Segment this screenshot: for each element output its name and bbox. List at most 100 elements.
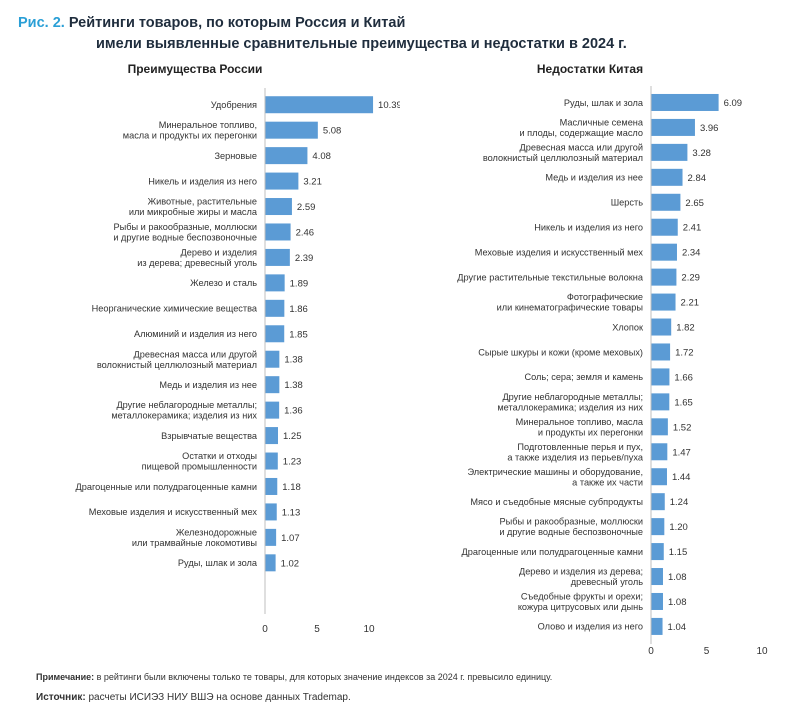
- category-label-line: Соль; сера; земля и камень: [524, 372, 643, 382]
- category-label-line: волокнистый целлюлозный материал: [483, 153, 643, 163]
- category-label-line: Никель и изделия из него: [534, 223, 643, 233]
- category-label: Другие растительные текстильные волокна: [457, 272, 644, 282]
- category-label-line: Драгоценные или полудрагоценные камни: [462, 547, 643, 557]
- footer-note: Примечание: в рейтинги были включены тол…: [36, 672, 552, 682]
- category-label-line: Электрические машины и оборудование,: [468, 467, 644, 477]
- data-label: 2.21: [681, 298, 700, 309]
- category-label: Меховые изделия и искусственный мех: [475, 247, 644, 257]
- bar: [651, 168, 683, 186]
- figure-title-line2: имели выявленные сравнительные преимущес…: [96, 36, 627, 52]
- category-label-line: Руды, шлак и зола: [564, 98, 644, 108]
- bar: [651, 543, 664, 561]
- data-label: 5.08: [323, 126, 342, 137]
- category-label-line: масла и продукты их перегонки: [123, 131, 257, 141]
- figure-title-line1: Рейтинги товаров, по которым Россия и Ки…: [68, 15, 406, 31]
- x-tick-label: 0: [648, 646, 654, 657]
- data-label: 1.65: [674, 397, 693, 408]
- category-label-line: Медь и изделия из нее: [545, 173, 643, 183]
- bar: [265, 223, 291, 241]
- category-label: Рыбы и ракообразные, моллюски и другие во…: [113, 222, 257, 243]
- bar: [651, 568, 663, 586]
- category-label-line: Драгоценные или полудрагоценные камни: [76, 482, 257, 492]
- data-label: 1.36: [284, 406, 303, 417]
- bar: [265, 198, 292, 216]
- category-label: Съедобные фрукты и орехи; кожура цитрусов…: [518, 592, 643, 613]
- data-label: 1.44: [672, 472, 691, 483]
- bar: [651, 493, 665, 511]
- data-label: 1.13: [282, 507, 301, 518]
- bar: [651, 368, 670, 386]
- category-label: Древесная масса или другой волокнистый це…: [483, 142, 643, 163]
- category-label: Минеральное топливо, масла и продукты их …: [516, 417, 644, 438]
- x-tick-label: 5: [314, 624, 320, 635]
- footer-source: Источник: расчеты ИСИЭЗ НИУ ВШЭ на основ…: [36, 692, 351, 703]
- bar: [265, 477, 278, 495]
- data-label: 1.66: [674, 372, 693, 383]
- category-label-line: Меховые изделия и искусственный мех: [89, 507, 258, 517]
- category-label-line: Взрывчатые вещества: [161, 431, 258, 441]
- bar: [651, 418, 668, 436]
- category-label-line: Другие растительные текстильные волокна: [457, 272, 644, 282]
- data-label: 1.24: [670, 497, 689, 508]
- category-label-line: Древесная масса или другой: [134, 349, 257, 359]
- data-label: 1.38: [284, 355, 303, 366]
- category-label-line: Олово и изделия из него: [538, 622, 643, 632]
- category-label-line: Дерево и изделия: [181, 247, 257, 257]
- data-label: 1.23: [283, 457, 302, 468]
- bar: [651, 343, 671, 361]
- category-label-line: волокнистый целлюлозный материал: [97, 360, 257, 370]
- data-label: 2.65: [685, 198, 704, 209]
- bar: [265, 452, 278, 470]
- chart-title: Преимущества России: [128, 62, 263, 76]
- source-text: расчеты ИСИЭЗ НИУ ВШЭ на основе данных T…: [85, 692, 351, 703]
- data-label: 10.39: [378, 100, 400, 111]
- category-label-line: и плоды, содержащие масло: [520, 128, 644, 138]
- category-label-line: древесный уголь: [571, 577, 643, 587]
- category-label-line: Съедобные фрукты и орехи;: [521, 592, 643, 602]
- bar: [651, 268, 677, 286]
- category-label: Алюминий и изделия из него: [134, 329, 257, 339]
- category-label-line: Животные, растительные: [148, 197, 257, 207]
- bar: [651, 193, 681, 211]
- chart-china-disadvantages: Недостатки Китая 6.09 Руды, шлак и зола 3.9…: [400, 58, 800, 667]
- bar: [265, 274, 285, 292]
- category-label: Соль; сера; земля и камень: [524, 372, 643, 382]
- category-label-line: или микробные жиры и масла: [129, 207, 258, 217]
- bar: [651, 243, 677, 261]
- category-label-line: или кинематографические товары: [497, 303, 643, 313]
- category-label-line: или трамвайные локомотивы: [132, 538, 257, 548]
- category-label-line: Хлопок: [612, 322, 644, 332]
- category-label-line: Рыбы и ракообразные, моллюски: [114, 222, 257, 232]
- category-label-line: металлокерамика; изделия из них: [497, 402, 643, 412]
- category-label: Животные, растительные или микробные жиры…: [129, 197, 258, 218]
- figure-number: Рис. 2.: [18, 15, 65, 31]
- bar: [265, 401, 280, 419]
- category-label: Драгоценные или полудрагоценные камни: [462, 547, 643, 557]
- category-label: Железо и сталь: [190, 278, 257, 288]
- category-label-line: Неорганические химические вещества: [92, 304, 258, 314]
- bar: [651, 143, 688, 161]
- data-label: 1.08: [668, 597, 687, 608]
- bar: [651, 443, 668, 461]
- data-label: 1.38: [284, 380, 303, 391]
- category-label: Железнодорожные или трамвайные локомотивы: [132, 527, 257, 548]
- bar: [651, 592, 663, 610]
- category-label: Зерновые: [214, 151, 257, 161]
- data-label: 1.04: [668, 622, 687, 633]
- data-label: 2.39: [295, 253, 314, 264]
- category-label-line: Алюминий и изделия из него: [134, 329, 257, 339]
- category-label-line: Сырые шкуры и кожи (кроме меховых): [478, 347, 643, 357]
- data-label: 1.07: [281, 533, 300, 544]
- category-label-line: Железо и сталь: [190, 278, 257, 288]
- data-label: 6.09: [724, 98, 743, 109]
- data-label: 2.84: [688, 173, 707, 184]
- data-label: 1.18: [282, 482, 301, 493]
- bar: [651, 218, 678, 236]
- category-label: Руды, шлак и зола: [564, 98, 644, 108]
- category-label: Дерево и изделия из дерева; древесный уго…: [519, 567, 643, 588]
- category-label: Фотографические или кинематографические т…: [497, 292, 643, 313]
- category-label-line: Другие неблагородные металлы;: [116, 400, 257, 410]
- category-label-line: Меховые изделия и искусственный мех: [475, 247, 644, 257]
- category-label: Неорганические химические вещества: [92, 304, 258, 314]
- bar: [265, 376, 280, 394]
